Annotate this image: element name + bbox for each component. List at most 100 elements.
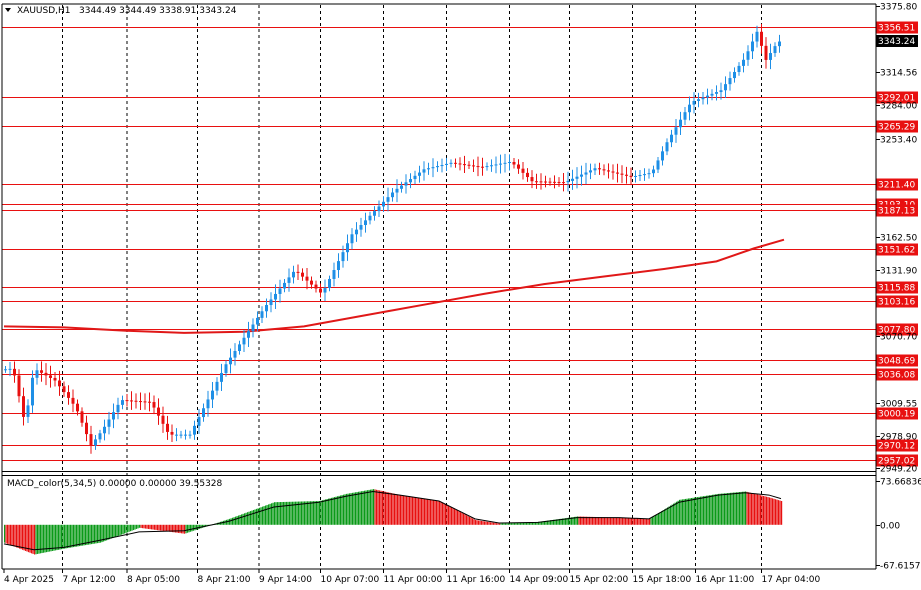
macd-bar — [485, 521, 487, 525]
bull-candle — [287, 277, 291, 283]
macd-bar — [257, 508, 259, 525]
bull-candle — [755, 31, 759, 42]
macd-bar — [106, 524, 108, 541]
level-label: 3211.40 — [878, 181, 915, 191]
macd-bar — [271, 503, 273, 525]
macd-histogram — [3, 489, 783, 555]
bull-candle — [427, 168, 430, 170]
macd-bar — [511, 523, 513, 525]
macd-bar — [380, 490, 382, 525]
bear-candle — [463, 164, 466, 166]
macd-bar — [751, 492, 753, 525]
macd-bar — [158, 524, 160, 531]
macd-bar — [641, 518, 643, 525]
macd-bar — [731, 492, 733, 525]
bull-candle — [377, 206, 381, 212]
macd-bar — [724, 493, 726, 525]
macd-bar — [145, 524, 147, 529]
macd-bar — [266, 504, 268, 525]
macd-bar — [88, 524, 90, 545]
macd-bar — [325, 499, 327, 525]
macd-bar — [323, 499, 325, 525]
macd-bar — [154, 524, 156, 530]
bull-candle — [724, 84, 727, 91]
macd-bar — [502, 523, 504, 525]
bull-candle — [359, 225, 363, 230]
macd-bar — [253, 509, 255, 525]
macd-bar — [142, 524, 144, 529]
macd-bar — [286, 501, 288, 525]
macd-bar — [509, 523, 511, 525]
macd-bar — [184, 524, 186, 534]
bull-candle — [778, 41, 781, 47]
macd-bar — [565, 518, 567, 525]
macd-bar — [169, 524, 171, 532]
macd-bar — [113, 524, 115, 538]
bull-candle — [233, 351, 237, 358]
macd-bar — [421, 498, 423, 525]
macd-bar — [56, 524, 58, 551]
bear-candle — [481, 166, 484, 168]
macd-bar — [557, 519, 559, 525]
macd-bar — [104, 524, 106, 541]
macd-bar — [160, 524, 162, 531]
macd-bar — [490, 522, 492, 525]
macd-bar — [563, 518, 565, 525]
bull-candle — [197, 417, 201, 426]
macd-bar — [473, 519, 475, 525]
macd-bar — [541, 521, 543, 525]
bull-candle — [400, 185, 403, 189]
macd-bar — [481, 520, 483, 525]
macd-bar — [301, 501, 303, 525]
macd-bar — [277, 502, 279, 525]
macd-bar — [410, 496, 412, 525]
bull-candle — [35, 370, 39, 378]
macd-bar — [140, 524, 142, 528]
bull-candle — [368, 215, 372, 221]
macd-bar — [59, 524, 61, 550]
bull-candle — [742, 59, 745, 66]
bear-candle — [521, 168, 525, 173]
macd-bar — [247, 512, 249, 525]
macd-bar — [193, 524, 195, 531]
macd-bar — [245, 512, 247, 525]
macd-bar — [491, 522, 493, 525]
bull-candle — [179, 434, 183, 436]
macd-bar — [355, 492, 357, 525]
macd-bar — [757, 494, 759, 525]
macd-bar — [191, 524, 193, 532]
macd-bar — [569, 517, 571, 525]
macd-bar — [521, 522, 523, 525]
bull-candle — [98, 433, 102, 440]
macd-bar — [535, 521, 537, 525]
bull-candle — [769, 53, 772, 60]
bull-candle — [229, 357, 232, 365]
bull-candle — [175, 434, 178, 436]
macd-bar — [401, 495, 403, 525]
bear-candle — [314, 284, 318, 289]
y-tick-label: 3284.00 — [880, 102, 917, 112]
macd-bar — [175, 524, 177, 533]
macd-bar — [196, 524, 198, 530]
macd-bar — [143, 524, 145, 529]
bear-candle — [17, 375, 21, 397]
macd-y-tick-label: 73.66836 — [880, 478, 921, 488]
macd-bar — [562, 518, 564, 525]
macd-bar — [466, 515, 468, 525]
macd-bar — [130, 524, 132, 532]
macd-bar — [469, 516, 471, 525]
level-badge — [876, 243, 918, 256]
level-badge — [876, 91, 918, 104]
macd-bar — [100, 524, 102, 543]
macd-bar — [530, 522, 532, 525]
dropdown-triangle-icon[interactable] — [5, 8, 11, 12]
bull-candle — [202, 408, 205, 418]
macd-bar — [709, 495, 711, 525]
macd-bar — [592, 516, 594, 525]
macd-bar — [377, 490, 379, 525]
macd-bar — [665, 508, 667, 525]
macd-bar — [407, 496, 409, 525]
macd-bar — [163, 524, 165, 531]
macd-bar — [431, 499, 433, 525]
